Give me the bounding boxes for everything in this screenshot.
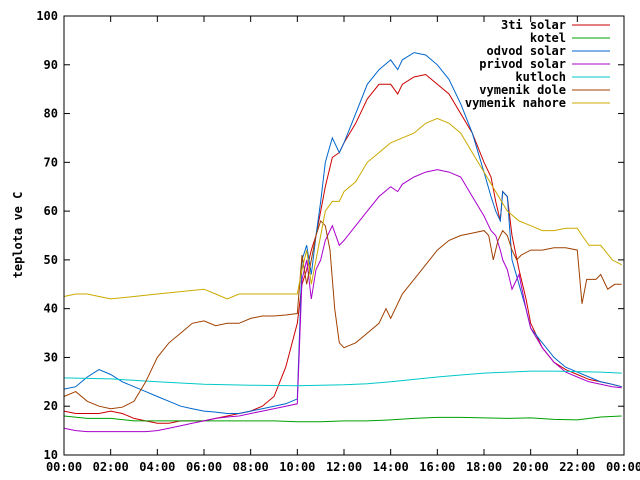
x-tick-label: 04:00 — [139, 460, 175, 474]
series-line-vymenik-dole — [63, 219, 622, 410]
x-tick-label: 20:00 — [513, 460, 549, 474]
plot-series — [63, 52, 622, 433]
y-tick-label: 10 — [44, 448, 58, 462]
y-axis-label: teplota ve C — [11, 192, 25, 279]
legend-label: vymenik nahore — [465, 96, 566, 110]
series-line-privod-solar — [63, 169, 622, 433]
legend-label: vymenik dole — [479, 83, 566, 97]
y-ticks: 10 20 30 40 50 60 70 80 90 100 — [36, 9, 624, 462]
x-tick-label: 10:00 — [279, 460, 315, 474]
y-tick-label: 90 — [44, 58, 58, 72]
series-line-kotel — [63, 415, 622, 423]
x-tick-label: 02:00 — [93, 460, 129, 474]
x-tick-label: 08:00 — [233, 460, 269, 474]
series-line-vymenik-nahore — [63, 117, 622, 300]
plot-frame — [63, 15, 625, 456]
series-line-odvod-solar — [63, 52, 622, 414]
legend-label: odvod solar — [487, 44, 566, 58]
y-tick-label: 60 — [44, 204, 58, 218]
y-tick-label: 70 — [44, 155, 58, 169]
x-tick-label: 12:00 — [326, 460, 362, 474]
y-tick-label: 50 — [44, 253, 58, 267]
y-tick-label: 100 — [36, 9, 58, 23]
x-tick-label: 14:00 — [373, 460, 409, 474]
x-ticks: 00:00 02:00 04:00 06:00 08:00 10:00 12:00 14:00… — [46, 16, 640, 474]
legend-label: privod solar — [479, 57, 566, 71]
x-tick-label: 22:00 — [559, 460, 595, 474]
legend-label: 3ti solar — [501, 18, 566, 32]
y-tick-label: 80 — [44, 107, 58, 121]
legend-label: kotel — [530, 31, 566, 45]
x-tick-label: 00:00 — [46, 460, 82, 474]
y-tick-label: 20 — [44, 399, 58, 413]
legend-label: kutloch — [515, 70, 566, 84]
x-tick-label: 16:00 — [419, 460, 455, 474]
x-tick-label: 18:00 — [466, 460, 502, 474]
series-line-kutloch — [63, 370, 622, 387]
x-tick-label: 00:00 — [606, 460, 640, 474]
y-tick-label: 30 — [44, 350, 58, 364]
x-tick-label: 06:00 — [186, 460, 222, 474]
y-tick-label: 40 — [44, 302, 58, 316]
